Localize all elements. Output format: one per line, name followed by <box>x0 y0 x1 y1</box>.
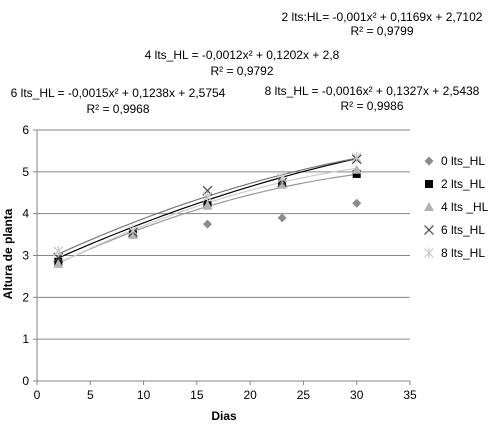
legend: 0 lts_HL 2 lts_HL 4 lts _HL 6 lts_HL 8 lts_H… <box>424 154 489 260</box>
axes <box>33 129 411 385</box>
point-s4-2 <box>202 191 213 203</box>
r2-6lts: R² = 0,9968 <box>86 102 149 116</box>
x-tick-label-5: 25 <box>297 388 311 402</box>
r2-8lts: R² = 0,9986 <box>340 99 403 113</box>
y-tick-label-1: 1 <box>22 332 29 346</box>
point-s4-1 <box>127 224 138 236</box>
trendlines <box>58 157 357 265</box>
legend-label-1: 2 lts_HL <box>441 177 485 191</box>
equation-2lts: 2 lts:HL= -0,001x² + 0,1169x + 2,7102 <box>282 10 483 24</box>
point-s2-4 <box>351 164 362 174</box>
r2-4lts: R² = 0,9792 <box>210 64 273 78</box>
legend-marker-2 <box>424 202 434 211</box>
y-tick-label-5: 5 <box>22 165 29 179</box>
trendline-4 <box>58 167 357 265</box>
legend-item-3: 6 lts_HL <box>424 223 485 237</box>
equation-8lts: 8 lts_HL = -0,0016x² + 0,1327x + 2,5438 <box>265 84 480 98</box>
point-s1-4 <box>352 169 361 178</box>
x-axis-title: Dias <box>211 409 237 423</box>
legend-item-2: 4 lts _HL <box>424 200 489 214</box>
data-points <box>53 151 362 268</box>
x-tick-label-2: 10 <box>137 388 151 402</box>
legend-label-4: 8 lts_HL <box>441 246 485 260</box>
y-axis-title: Altura de planta <box>1 208 15 299</box>
x-tick-label-3: 15 <box>190 388 204 402</box>
y-tick-label-2: 2 <box>22 290 29 304</box>
gridlines <box>37 129 410 340</box>
equation-6lts: 6 lts_HL = -0,0015x² + 0,1238x + 2,5754 <box>11 86 226 100</box>
point-s4-4 <box>351 151 362 163</box>
legend-item-4: 8 lts_HL <box>424 246 485 260</box>
x-tick-label-0: 0 <box>34 388 41 402</box>
x-tick-label-7: 35 <box>403 388 417 402</box>
y-tick-label-4: 4 <box>22 207 29 221</box>
x-tick-label-6: 30 <box>350 388 364 402</box>
y-tick-label-3: 3 <box>22 249 29 263</box>
equation-annotations: 2 lts:HL= -0,001x² + 0,1169x + 2,7102 R²… <box>11 10 483 116</box>
legend-marker-3 <box>424 225 434 235</box>
equation-4lts: 4 lts_HL = -0,0012x² + 0,1202x + 2,8 <box>145 48 340 62</box>
legend-item-1: 2 lts_HL <box>425 177 485 191</box>
point-s2-0 <box>53 258 64 268</box>
legend-label-3: 6 lts_HL <box>441 223 485 237</box>
legend-label-0: 0 lts_HL <box>441 154 485 168</box>
x-tick-label-4: 20 <box>243 388 257 402</box>
point-s4-0 <box>53 245 64 257</box>
legend-marker-1 <box>425 180 433 188</box>
legend-label-2: 4 lts _HL <box>441 200 489 214</box>
point-s0-2 <box>203 219 213 229</box>
point-s0-4 <box>352 198 362 208</box>
y-tick-labels: 0 1 2 3 4 5 6 <box>22 123 29 388</box>
point-s0-3 <box>277 213 287 223</box>
x-tick-label-1: 5 <box>87 388 94 402</box>
y-tick-label-0: 0 <box>22 374 29 388</box>
legend-marker-4 <box>424 247 434 259</box>
r2-2lts: R² = 0,9799 <box>350 24 413 38</box>
point-s2-3 <box>277 179 288 189</box>
point-s2-2 <box>202 200 213 210</box>
trendline-3 <box>58 173 357 264</box>
legend-marker-0 <box>424 156 434 166</box>
point-s4-3 <box>277 172 288 184</box>
y-tick-label-6: 6 <box>22 123 29 137</box>
x-tick-labels: 0 5 10 15 20 25 30 35 <box>34 388 417 402</box>
legend-item-0: 0 lts_HL <box>424 154 485 168</box>
